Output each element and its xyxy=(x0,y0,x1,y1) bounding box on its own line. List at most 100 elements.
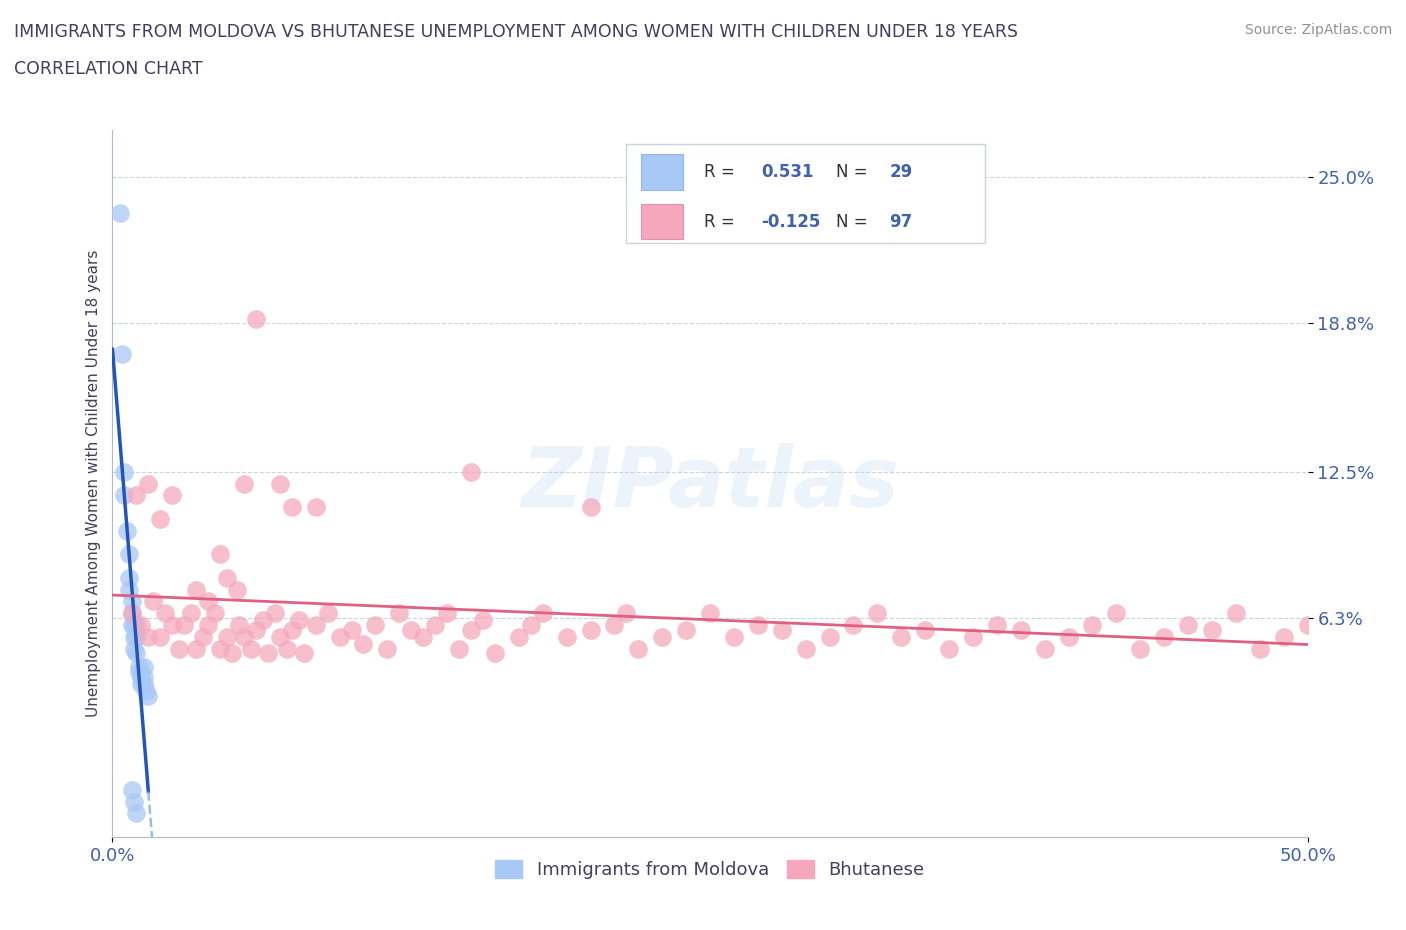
Point xyxy=(122,641,145,656)
Point xyxy=(627,641,650,656)
Point xyxy=(352,636,374,651)
Point xyxy=(460,622,482,637)
Point xyxy=(135,684,157,698)
Point xyxy=(132,676,155,691)
Point xyxy=(425,618,447,632)
Y-axis label: Unemployment Among Women with Children Under 18 years: Unemployment Among Women with Children U… xyxy=(86,250,101,717)
Text: IMMIGRANTS FROM MOLDOVA VS BHUTANESE UNEMPLOYMENT AMONG WOMEN WITH CHILDREN UNDE: IMMIGRANTS FROM MOLDOVA VS BHUTANESE UNE… xyxy=(14,23,1018,41)
Point xyxy=(138,688,160,703)
Point xyxy=(914,622,936,637)
Point xyxy=(1225,605,1247,620)
Point xyxy=(252,613,274,628)
Point xyxy=(508,630,530,644)
Point xyxy=(129,670,152,684)
Point xyxy=(233,476,256,491)
Point xyxy=(132,670,155,684)
Text: R =: R = xyxy=(704,163,740,181)
Point xyxy=(128,665,150,680)
Point xyxy=(121,782,143,797)
Point xyxy=(209,641,232,656)
Text: 0.531: 0.531 xyxy=(762,163,814,181)
Point xyxy=(579,499,602,514)
Point xyxy=(1033,641,1056,656)
Point xyxy=(603,618,626,632)
Point xyxy=(122,794,145,809)
Point xyxy=(447,641,470,656)
Point xyxy=(276,641,298,656)
Point xyxy=(412,630,434,644)
Point xyxy=(269,630,291,644)
Point xyxy=(149,630,172,644)
Point xyxy=(186,582,208,597)
Point xyxy=(555,630,578,644)
Point xyxy=(340,622,363,637)
Point xyxy=(1081,618,1104,632)
Point xyxy=(305,499,328,514)
Point xyxy=(484,645,506,660)
Point xyxy=(240,641,263,656)
Point xyxy=(1296,618,1319,632)
Point xyxy=(257,645,280,660)
Point xyxy=(228,618,250,632)
Point xyxy=(162,618,183,632)
Point xyxy=(233,630,256,644)
Point xyxy=(204,605,226,620)
Point xyxy=(1129,641,1152,656)
Point xyxy=(114,488,135,503)
Point xyxy=(121,605,143,620)
Point xyxy=(197,618,219,632)
Point xyxy=(401,622,423,637)
Point xyxy=(125,645,148,660)
Point xyxy=(221,645,243,660)
Point xyxy=(125,630,148,644)
Point xyxy=(217,570,239,585)
Point xyxy=(866,605,889,620)
FancyBboxPatch shape xyxy=(641,204,682,239)
Point xyxy=(142,594,165,609)
Point xyxy=(1177,618,1199,632)
Point xyxy=(520,618,543,632)
Text: 29: 29 xyxy=(890,163,912,181)
Point xyxy=(122,618,145,632)
Point xyxy=(128,660,150,675)
Point xyxy=(1201,622,1223,637)
Point xyxy=(377,641,399,656)
Point xyxy=(1249,641,1271,656)
Point xyxy=(245,312,267,326)
Point xyxy=(162,488,183,503)
Point xyxy=(938,641,960,656)
Point xyxy=(699,605,721,620)
Point xyxy=(292,645,315,660)
Point xyxy=(118,570,141,585)
Point xyxy=(115,524,138,538)
Point xyxy=(125,806,148,821)
Text: N =: N = xyxy=(835,163,872,181)
Point xyxy=(173,618,195,632)
Text: R =: R = xyxy=(704,213,740,231)
Text: N =: N = xyxy=(835,213,872,231)
Point xyxy=(121,618,143,632)
Point xyxy=(531,605,554,620)
Point xyxy=(818,630,841,644)
Point xyxy=(125,488,148,503)
FancyBboxPatch shape xyxy=(627,144,986,244)
Point xyxy=(316,605,339,620)
Point xyxy=(197,594,219,609)
Point xyxy=(193,630,215,644)
Point xyxy=(281,499,304,514)
Point xyxy=(138,630,160,644)
Point xyxy=(1153,630,1175,644)
Point xyxy=(747,618,769,632)
Point xyxy=(186,641,208,656)
Text: Source: ZipAtlas.com: Source: ZipAtlas.com xyxy=(1244,23,1392,37)
Text: -0.125: -0.125 xyxy=(762,213,821,231)
Point xyxy=(114,464,135,479)
Point xyxy=(132,660,155,675)
Point xyxy=(364,618,387,632)
Point xyxy=(129,676,152,691)
Point xyxy=(245,622,267,637)
Point xyxy=(460,464,482,479)
Text: ZIPatlas: ZIPatlas xyxy=(522,443,898,525)
Point xyxy=(616,605,638,620)
Point xyxy=(180,605,202,620)
